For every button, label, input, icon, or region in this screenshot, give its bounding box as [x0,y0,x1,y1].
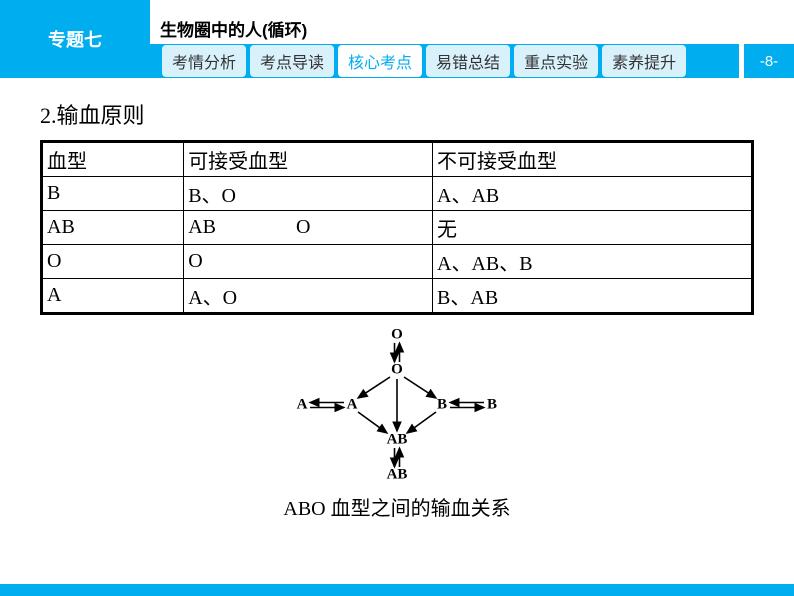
blood-svg: OOAABBABAB [282,325,512,485]
diagram-caption: ABO 血型之间的输血关系 [40,492,754,521]
svg-text:O: O [391,326,403,342]
footer-bar [0,584,794,596]
tab-core-points[interactable]: 核心考点 [338,45,422,77]
cell: A、O [184,279,433,314]
svg-text:B: B [487,396,497,412]
table-header-row: 血型 可接受血型 不可接受血型 [42,142,753,177]
topic-label: 专题七 [48,26,102,52]
tab-point-guide[interactable]: 考点导读 [250,45,334,77]
blood-diagram: OOAABBABAB ABO 血型之间的输血关系 [40,325,754,521]
tab-exam-analysis[interactable]: 考情分析 [162,45,246,77]
cell: B [42,177,184,211]
table-row: AB AB O 无 [42,211,753,245]
topic-badge: 专题七 [0,0,150,78]
content-area: 2.输血原则 血型 可接受血型 不可接受血型 B B、O A、AB AB AB … [0,78,794,521]
cell: B、O [184,177,433,211]
col-acceptable: 可接受血型 [184,142,433,177]
header: 专题七 生物圈中的人(循环) 考情分析 考点导读 核心考点 易错总结 重点实验 … [0,0,794,78]
svg-text:AB: AB [387,431,408,447]
cell: A、AB [433,177,753,211]
table-row: A A、O B、AB [42,279,753,314]
cell: AB [42,211,184,245]
col-unacceptable: 不可接受血型 [433,142,753,177]
svg-text:A: A [297,396,308,412]
tab-error-summary[interactable]: 易错总结 [426,45,510,77]
page-number: -8- [744,44,794,78]
cell: 无 [433,211,753,245]
svg-text:AB: AB [387,466,408,482]
cell: B、AB [433,279,753,314]
svg-text:A: A [347,396,358,412]
table-row: O O A、AB、B [42,245,753,279]
page-title: 生物圈中的人(循环) [160,16,307,41]
table-row: B B、O A、AB [42,177,753,211]
tab-row: 考情分析 考点导读 核心考点 易错总结 重点实验 素养提升 [150,44,739,78]
tab-key-experiments[interactable]: 重点实验 [514,45,598,77]
tab-literacy[interactable]: 素养提升 [602,45,686,77]
cell: A、AB、B [433,245,753,279]
svg-text:O: O [391,361,403,377]
blood-type-table: 血型 可接受血型 不可接受血型 B B、O A、AB AB AB O 无 O O… [40,140,754,315]
cell: O [184,245,433,279]
cell: A [42,279,184,314]
cell: O [42,245,184,279]
svg-text:B: B [437,396,447,412]
cell: AB O [184,211,433,245]
section-title: 2.输血原则 [40,98,754,130]
col-bloodtype: 血型 [42,142,184,177]
